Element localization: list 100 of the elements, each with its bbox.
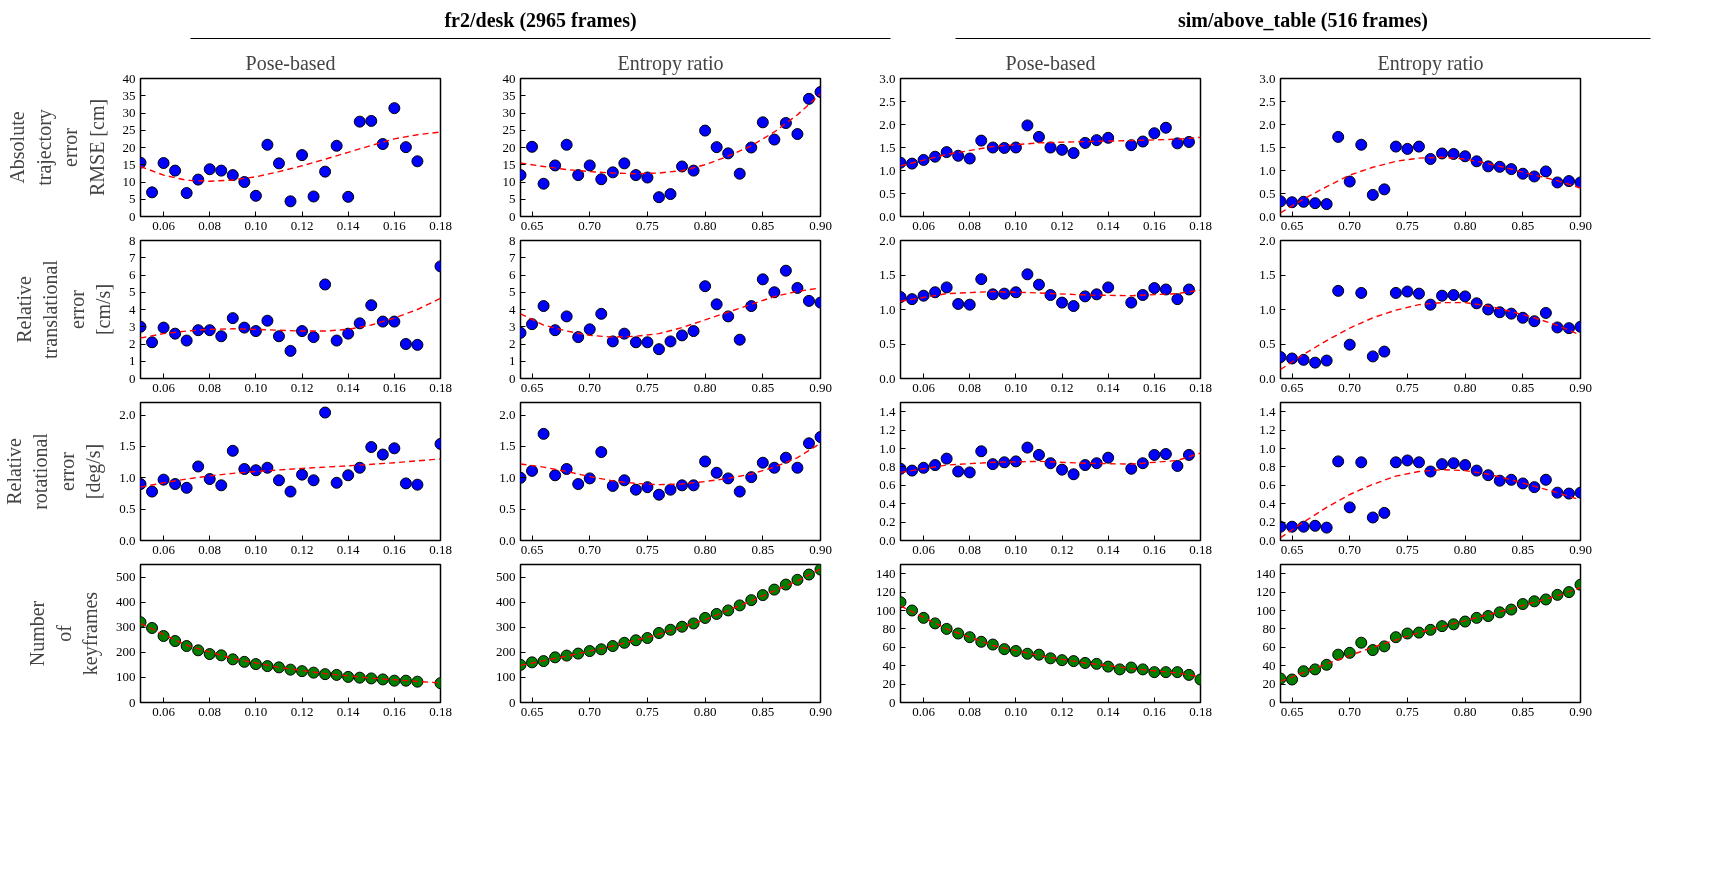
y-tick-label: 80: [1262, 620, 1276, 636]
y-tick-label: 30: [122, 105, 136, 120]
y-tick-label: 0: [129, 694, 136, 710]
y-tick-label: 80: [882, 620, 896, 636]
x-tick-label: 0.06: [912, 541, 936, 557]
y-tick-label: 2: [509, 336, 516, 351]
x-tick-label: 0.18: [429, 379, 452, 395]
x-tick-label: 0.75: [1396, 217, 1419, 233]
x-tick-label: 0.65: [520, 379, 544, 395]
y-tick-label: 100: [876, 602, 896, 618]
y-tick-label: 60: [882, 639, 896, 655]
x-tick-label: 0.08: [198, 379, 222, 395]
x-tick-label: 0.70: [578, 703, 602, 719]
x-tick-label: 0.80: [693, 379, 717, 395]
x-tick-label: 0.12: [290, 703, 314, 719]
x-tick-label: 0.12: [1050, 541, 1074, 557]
x-tick-label: 0.75: [1396, 379, 1419, 395]
y-tick-label: 1.5: [119, 438, 136, 454]
x-tick-label: 0.18: [1189, 703, 1212, 719]
x-tick-label: 0.12: [290, 217, 314, 233]
x-tick-label: 0.75: [1396, 703, 1419, 719]
x-tick-label: 0.08: [198, 703, 222, 719]
y-tick-label: 120: [1256, 584, 1276, 600]
y-tick-label: 2.0: [879, 232, 896, 248]
x-tick-label: 0.80: [693, 703, 717, 719]
y-tick-label: 0: [129, 208, 136, 224]
x-tick-label: 0.06: [912, 379, 936, 395]
y-tick-label: 2.0: [499, 407, 516, 423]
y-tick-label: 1.0: [879, 440, 896, 456]
x-tick-label: 0.08: [198, 217, 222, 233]
x-tick-label: 0.65: [1280, 379, 1304, 395]
y-tick-label: 0.5: [1259, 185, 1276, 201]
x-tick-label: 0.85: [1511, 541, 1535, 557]
y-tick-label: 20: [502, 139, 516, 155]
x-tick-label: 0.85: [751, 217, 775, 233]
y-tick-label: 1.0: [1259, 162, 1276, 178]
y-tick-label: 6: [129, 267, 136, 282]
y-tick-label: 500: [116, 569, 136, 585]
x-tick-label: 0.16: [382, 379, 407, 395]
text: sim/above_table (516 frames): [1178, 8, 1428, 32]
x-tick-label: 0.75: [636, 541, 659, 557]
y-tick-label: 7: [509, 249, 516, 265]
y-tick-label: 300: [116, 619, 136, 635]
y-tick-label: 0.0: [879, 370, 896, 386]
y-tick-label: 8: [129, 232, 136, 248]
x-tick-label: 0.65: [1280, 541, 1304, 557]
y-tick-label: 1.5: [879, 267, 896, 282]
x-tick-label: 0.70: [578, 541, 602, 557]
y-tick-label: 200: [496, 644, 516, 660]
y-axis-title: Relative translational error [cm/s]: [12, 259, 114, 359]
x-tick-label: 0.14: [336, 217, 361, 233]
y-tick-label: 140: [1256, 565, 1276, 581]
y-tick-label: 2.0: [879, 116, 896, 132]
x-tick-label: 0.10: [244, 217, 268, 233]
y-tick-label: 3.0: [1259, 70, 1276, 86]
x-tick-label: 0.16: [382, 541, 407, 557]
y-tick-label: 100: [496, 669, 516, 685]
y-tick-label: 140: [876, 565, 896, 581]
y-tick-label: 3: [509, 318, 516, 334]
x-tick-label: 0.65: [520, 703, 544, 719]
y-tick-label: 0.0: [879, 208, 896, 224]
x-tick-label: 0.10: [1004, 703, 1028, 719]
x-tick-label: 0.85: [751, 703, 775, 719]
y-tick-label: 4: [509, 301, 516, 317]
y-tick-label: 1.0: [499, 469, 516, 485]
y-tick-label: 20: [122, 139, 136, 155]
y-tick-label: 25: [502, 122, 516, 138]
x-tick-label: 0.14: [1096, 541, 1121, 557]
x-tick-label: 0.75: [636, 703, 659, 719]
y-tick-label: 20: [882, 676, 896, 692]
y-tick-label: 5: [509, 284, 516, 300]
y-tick-label: 1: [509, 353, 516, 369]
x-tick-label: 0.90: [809, 541, 832, 557]
y-tick-label: 60: [1262, 639, 1276, 655]
y-axis-title: Absolute trajectory error RMSE [cm]: [6, 98, 108, 197]
x-tick-label: 0.90: [1569, 217, 1592, 233]
x-tick-label: 0.18: [429, 703, 452, 719]
y-tick-label: 0.0: [1259, 370, 1276, 386]
x-tick-label: 0.90: [1569, 541, 1592, 557]
x-tick-label: 0.14: [336, 703, 361, 719]
x-tick-label: 0.85: [751, 541, 775, 557]
y-tick-label: 120: [876, 584, 896, 600]
y-tick-label: 1.0: [879, 162, 896, 178]
y-tick-label: 0.5: [499, 501, 516, 517]
y-tick-label: 0.4: [1259, 495, 1276, 511]
x-tick-label: 0.65: [520, 541, 544, 557]
y-tick-label: 5: [509, 191, 516, 207]
y-tick-label: 0.4: [879, 495, 896, 511]
y-tick-label: 2.0: [1259, 232, 1276, 248]
x-tick-label: 0.65: [520, 217, 544, 233]
x-tick-label: 0.12: [290, 541, 314, 557]
y-tick-label: 40: [502, 70, 516, 86]
y-axis-title: Number of keyframes: [26, 591, 102, 676]
y-tick-label: 0.6: [1259, 477, 1276, 493]
y-tick-label: 0.5: [879, 185, 896, 201]
x-tick-label: 0.70: [578, 217, 602, 233]
y-tick-label: 7: [129, 249, 136, 265]
y-tick-label: 0: [509, 370, 516, 386]
y-tick-label: 400: [496, 594, 516, 610]
x-tick-label: 0.06: [152, 703, 176, 719]
